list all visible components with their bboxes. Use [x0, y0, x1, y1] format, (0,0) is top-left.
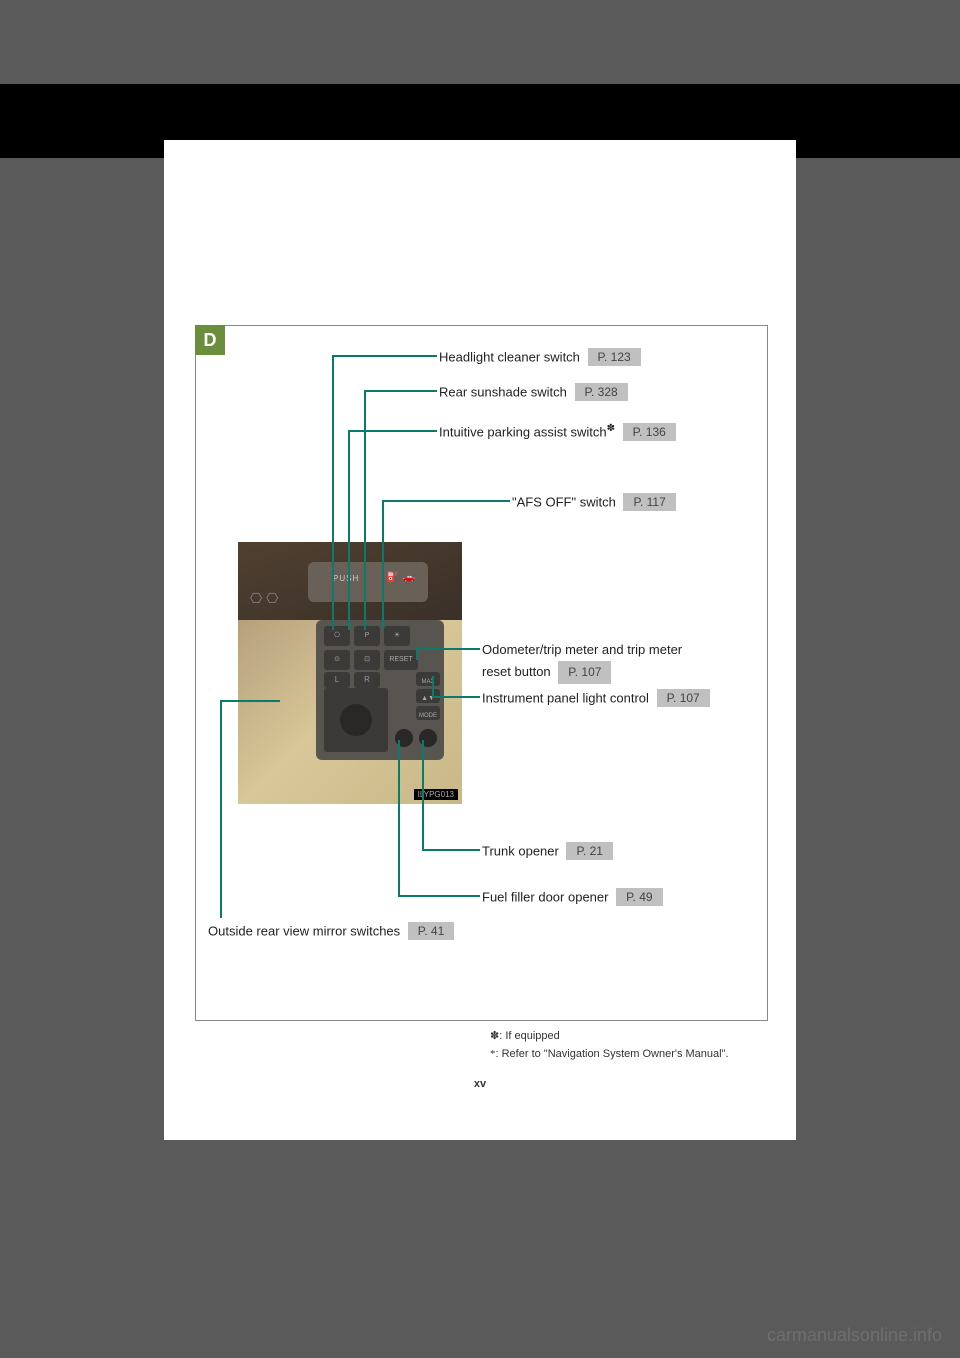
mirror-pad[interactable]: [324, 688, 388, 752]
label-trunk: Trunk opener P. 21: [482, 842, 613, 860]
switch-button[interactable]: P: [354, 626, 380, 646]
label-panel-light: Instrument panel light control P. 107: [482, 689, 710, 707]
callout-line: [220, 700, 222, 918]
section-badge: D: [195, 325, 225, 355]
callout-line: [382, 500, 510, 502]
switch-button[interactable]: ⎔: [324, 626, 350, 646]
label-text: Instrument panel light control: [482, 691, 649, 706]
callout-line: [398, 740, 400, 896]
washer-icons: ⎔ ⎔: [250, 590, 278, 607]
switch-button[interactable]: ⊡: [354, 650, 380, 670]
dpad[interactable]: [340, 704, 372, 736]
fuel-icon: ⛽: [386, 572, 402, 583]
page-ref[interactable]: P. 136: [623, 423, 676, 441]
label-text: Intuitive parking assist switch: [439, 425, 607, 440]
release-icons: ⛽🚗: [386, 572, 419, 583]
switch-row-2: ⊙ ⊡ RESET: [324, 650, 418, 670]
callout-line: [364, 390, 366, 630]
switch-cluster: ⎔ P ☀ ⊙ ⊡ RESET MAX ▲▼ MODE L R: [316, 620, 444, 760]
callout-line: [348, 430, 350, 630]
switch-row-1: ⎔ P ☀: [324, 626, 410, 646]
footnote-text2: : Refer to "Navigation System Owner's Ma…: [496, 1048, 729, 1060]
label-text: Outside rear view mirror switches: [208, 924, 400, 939]
page-ref[interactable]: P. 328: [575, 383, 628, 401]
callout-line: [364, 390, 437, 392]
manual-page: D Headlight cleaner switch P. 123 Rear s…: [164, 140, 796, 1140]
asterisk: ✽: [607, 423, 615, 434]
page-ref[interactable]: P. 123: [588, 348, 641, 366]
label-text-line1: Odometer/trip meter and trip meter: [482, 642, 682, 657]
l-button[interactable]: L: [324, 672, 350, 688]
callout-line: [332, 355, 437, 357]
mode-button[interactable]: MODE: [416, 706, 440, 720]
label-text: Headlight cleaner switch: [439, 350, 580, 365]
label-parking-assist: Intuitive parking assist switch✽ P. 136: [439, 423, 676, 441]
push-text: PUSH: [333, 574, 359, 583]
lr-row: L R: [324, 672, 380, 688]
callout-line: [416, 648, 480, 650]
page-ref[interactable]: P. 107: [657, 689, 710, 707]
label-text-line2: reset button: [482, 664, 551, 679]
round-button-trunk[interactable]: [418, 728, 438, 748]
max-button[interactable]: MAX: [416, 672, 440, 686]
trunk-icon: 🚗: [402, 572, 418, 583]
photo-id: ILYPG013: [414, 789, 458, 800]
callout-line: [432, 696, 480, 698]
callout-line: [432, 676, 434, 698]
callout-line: [220, 700, 280, 702]
callout-line: [332, 355, 334, 630]
round-button-fuel[interactable]: [394, 728, 414, 748]
label-odometer: Odometer/trip meter and trip meter reset…: [482, 640, 742, 684]
callout-line: [422, 740, 424, 850]
watermark: carmanualsonline.info: [767, 1325, 942, 1346]
label-afs-off: "AFS OFF" switch P. 117: [512, 493, 676, 511]
label-headlight-cleaner: Headlight cleaner switch P. 123: [439, 348, 641, 366]
callout-line: [382, 500, 384, 630]
page-ref[interactable]: P. 49: [616, 888, 662, 906]
label-rear-sunshade: Rear sunshade switch P. 328: [439, 383, 628, 401]
label-text: Fuel filler door opener: [482, 890, 608, 905]
callout-line: [348, 430, 437, 432]
callout-line: [398, 895, 480, 897]
switch-button[interactable]: ☀: [384, 626, 410, 646]
page-ref[interactable]: P. 41: [408, 922, 454, 940]
switch-button[interactable]: ⊙: [324, 650, 350, 670]
switch-panel-photo: PUSH ⛽🚗 ⎔ ⎔ ⎔ P ☀ ⊙ ⊡ RESET MAX ▲▼ MODE: [238, 542, 462, 804]
page-ref[interactable]: P. 117: [623, 493, 675, 511]
page-ref[interactable]: P. 21: [566, 842, 612, 860]
footnote-star1: ✽: [490, 1030, 499, 1042]
footnotes: ✽: If equipped *: Refer to "Navigation S…: [490, 1028, 729, 1063]
label-text: Trunk opener: [482, 844, 559, 859]
label-text: Rear sunshade switch: [439, 385, 567, 400]
label-mirrors: Outside rear view mirror switches P. 41: [208, 922, 454, 940]
label-fuel: Fuel filler door opener P. 49: [482, 888, 663, 906]
r-button[interactable]: R: [354, 672, 380, 688]
reset-button[interactable]: RESET: [384, 650, 418, 670]
callout-line: [422, 849, 480, 851]
callout-line: [416, 648, 418, 660]
label-text: "AFS OFF" switch: [512, 495, 616, 510]
page-number: xv: [164, 1078, 796, 1090]
footnote-text1: : If equipped: [499, 1030, 560, 1042]
page-ref[interactable]: P. 107: [558, 661, 611, 684]
